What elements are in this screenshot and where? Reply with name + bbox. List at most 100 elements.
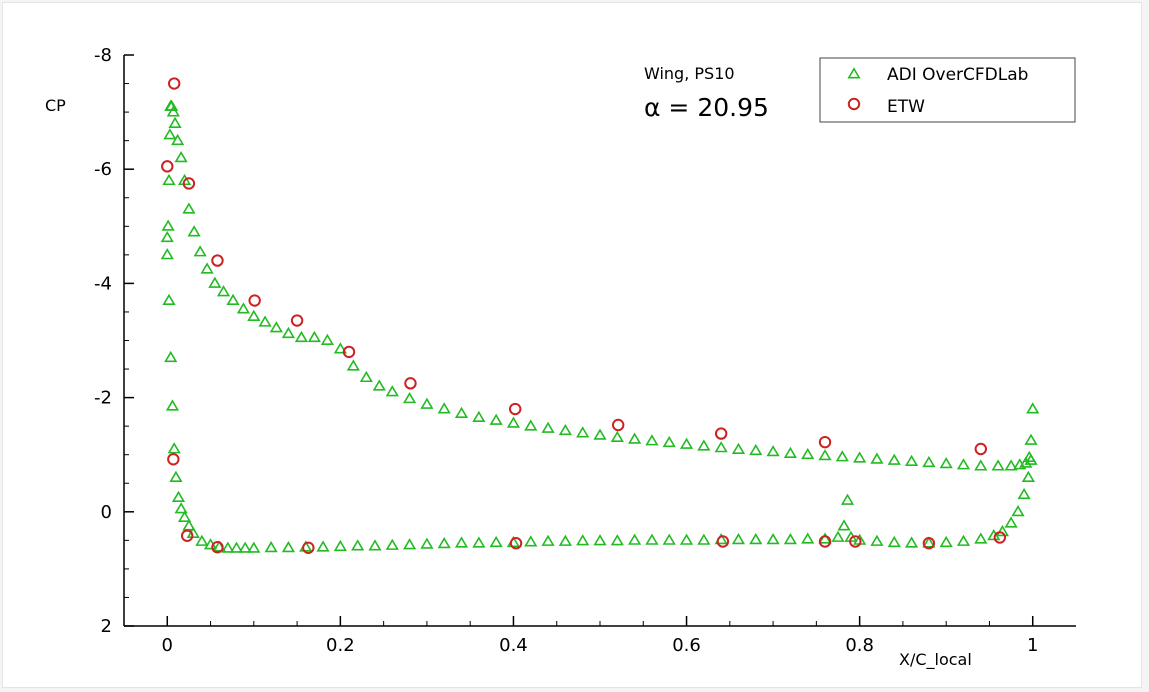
x-axis-title: X/C_local [899,650,972,670]
cfd-lower-point [749,533,763,545]
cfd-upper-point [163,128,177,140]
cfd-lower-point [974,532,988,544]
etw-point [922,537,936,550]
cfd-upper-point [200,262,214,274]
etw-point [161,160,174,173]
cfd-upper-point [956,458,971,470]
cfd-lower-point [177,510,192,522]
cfd-upper-point [870,452,884,464]
etw-point [180,529,194,542]
cfd-upper-point [576,426,590,438]
cp-chart: 0 0.2 0.4 0.6 0.8 1 -8 -6 -4 -2 0 2 CP X/C_local Wi… [45,45,1076,670]
etw-point [167,77,181,90]
ticks: 0 0.2 0.4 0.6 0.8 1 -8 -6 -4 -2 0 2 [94,45,1038,656]
etw-point [818,535,832,548]
cfd-lower-point [766,533,780,545]
cfd-upper-point [420,397,434,409]
cfd-lower-point [558,534,572,546]
x-tick-label: 0.8 [845,635,874,656]
cfd-upper-point [801,447,815,460]
cfd-upper-point [161,219,175,231]
cfd-upper-point [208,276,222,288]
series-etw [161,77,1007,554]
cfd-lower-point [731,533,746,545]
y-tick-label: -6 [94,159,112,180]
cfd-upper-point [216,285,231,297]
cfd-lower-point [281,540,296,553]
cfd-upper-point [187,225,201,237]
legend: ADI OverCFDLab ETW [819,57,1076,123]
cfd-lower-point [887,535,901,548]
cfd-upper-point [939,457,953,469]
cfd-upper-point [182,202,196,214]
cfd-lower-point [870,534,884,546]
series-layer [160,77,1040,554]
cfd-upper-point [991,459,1005,471]
cfd-upper-point [610,430,624,443]
cfd-upper-point [1004,459,1018,471]
cfd-upper-point [346,359,360,371]
cfd-lower-point [162,293,176,305]
cfd-upper-point [558,423,572,436]
cfd-upper-point [818,449,832,461]
x-tick-label: 0.4 [499,635,528,656]
cfd-upper-point [269,321,283,333]
cfd-lower-point [403,538,417,550]
cfd-upper-point [749,443,763,456]
cfd-upper-point [385,385,399,397]
cfd-lower-point [221,541,235,553]
cfd-lower-point [1021,470,1035,482]
cfd-upper-point [922,455,936,468]
cfd-lower-point [628,533,642,545]
etw-point [818,435,832,449]
etw-point [211,254,224,267]
etw-point [211,541,224,554]
x-tick-label: 0 [162,635,173,656]
cfd-lower-point [174,502,188,514]
cfd-lower-point [831,530,845,542]
etw-point [714,427,728,440]
cfd-upper-point [454,406,469,419]
cfd-lower-point [333,539,347,552]
cfd-lower-point [1024,453,1038,465]
cfd-lower-point [801,532,815,544]
cfd-lower-point [420,537,434,549]
legend-label: ETW [887,97,925,117]
cfd-lower-point [368,539,382,551]
cfd-upper-point [1024,433,1038,445]
y-axis-title: CP [45,96,66,115]
y-tick-label: 0 [101,502,112,523]
cfd-lower-point [818,532,832,544]
y-tick-label: -4 [94,273,112,294]
cfd-upper-point [236,302,251,314]
etw-point [182,177,196,190]
cfd-lower-point [489,535,503,548]
cfd-upper-point [166,105,180,117]
cfd-upper-point [403,391,417,404]
etw-point [248,294,261,307]
cfd-lower-point [316,540,330,552]
cfd-lower-point [995,525,1010,537]
legend-box [819,57,1076,123]
cfd-lower-point [169,470,183,482]
cfd-upper-point [835,450,849,462]
etw-point [302,541,315,554]
etw-point [716,535,730,548]
cfd-upper-point [853,451,867,463]
cfd-upper-point [258,315,272,327]
cfd-upper-point [171,133,185,146]
cfd-upper-point [731,442,746,455]
etw-point [993,531,1007,544]
cfd-lower-point [264,540,278,553]
etw-point [342,345,356,359]
x-tick-label: 1 [1027,635,1038,656]
cfd-lower-point [351,539,365,551]
x-tick-label: 0.6 [672,635,701,656]
x-tick-label: 0.2 [326,635,355,656]
cfd-lower-point [541,534,555,546]
cfd-upper-point [506,416,521,428]
cfd-lower-point [164,350,178,363]
annotation-alpha: α = 20.95 [644,93,769,122]
etw-point [849,535,862,548]
